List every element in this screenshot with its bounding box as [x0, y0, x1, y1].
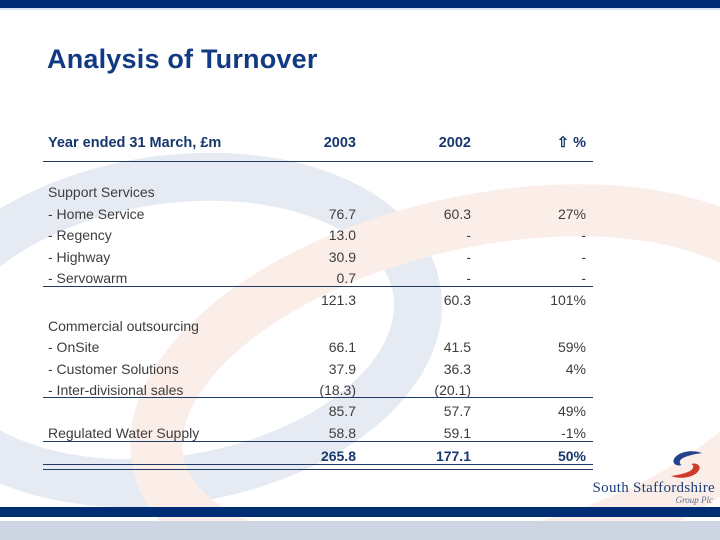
row-label: - Regency: [48, 227, 112, 243]
value-2003: 85.7: [328, 403, 356, 419]
value-2002: -: [466, 270, 471, 286]
table-row: Commercial outsourcing: [43, 316, 593, 336]
value-2003: 76.7: [328, 205, 356, 222]
turnover-table: Year ended 31 March, £m 2003 2002 ⇧ % Su…: [43, 0, 593, 540]
header-rule: [43, 161, 593, 162]
value-pct: -: [581, 270, 586, 286]
header-change-pct: ⇧ %: [556, 135, 586, 151]
value-pct: -1%: [561, 424, 586, 441]
table-row: - Servowarm 0.7 - -: [43, 268, 593, 288]
value-2002: (20.1): [434, 382, 471, 398]
value-pct: 4%: [565, 360, 586, 377]
bottom-footer-strip: [0, 521, 720, 540]
table-row: - Regency 13.0 - -: [43, 225, 593, 245]
value-2003: (18.3): [319, 382, 356, 398]
value-2003: 13.0: [328, 227, 356, 243]
value-pct: 101%: [550, 292, 586, 308]
table-header-row: Year ended 31 March, £m 2003 2002 ⇧ %: [43, 133, 593, 153]
row-label: - Highway: [48, 248, 111, 265]
total-rule: [43, 440, 593, 442]
slide-title: Analysis of Turnover: [47, 44, 318, 74]
table-row: - OnSite 66.1 41.5 59%: [43, 337, 593, 357]
grand-total-double-rule: [43, 463, 593, 470]
subtotal-rule: [43, 285, 593, 287]
value-2003: 37.9: [328, 360, 356, 377]
company-logo: South Staffordshire Group Plc: [575, 450, 717, 506]
subtotal-row: 121.3 60.3 101%: [43, 290, 593, 310]
header-2003: 2003: [323, 135, 356, 151]
logo-company-name: South Staffordshire: [592, 480, 715, 496]
value-pct: 27%: [557, 205, 586, 222]
value-2002: 57.7: [443, 403, 471, 419]
row-label: - Inter-divisional sales: [48, 382, 184, 398]
value-2002: 177.1: [435, 447, 471, 464]
value-2002: -: [466, 248, 471, 265]
value-2003: 265.8: [320, 447, 356, 464]
table-row: - Highway 30.9 - -: [43, 247, 593, 267]
header-year-label: Year ended 31 March, £m: [48, 135, 222, 151]
value-pct: 59%: [557, 339, 586, 355]
value-2002: 59.1: [443, 424, 471, 441]
value-2003: 58.8: [328, 424, 356, 441]
table-row: - Inter-divisional sales (18.3) (20.1): [43, 380, 593, 400]
value-2002: 60.3: [443, 292, 471, 308]
logo-swirl-icon: [671, 451, 702, 478]
header-2002: 2002: [438, 135, 471, 151]
value-2003: 121.3: [320, 292, 356, 308]
row-label: - Customer Solutions: [48, 360, 179, 377]
bottom-accent-bar: [0, 507, 720, 517]
value-pct: 50%: [557, 447, 586, 464]
subtotal-row: 85.7 57.7 49%: [43, 401, 593, 421]
table-row: - Customer Solutions 37.9 36.3 4%: [43, 359, 593, 379]
row-label: - Servowarm: [48, 270, 128, 286]
total-row: 265.8 177.1 50%: [43, 446, 593, 466]
value-2002: 41.5: [443, 339, 471, 355]
row-label: Regulated Water Supply: [48, 424, 200, 441]
value-pct: -: [581, 227, 586, 243]
row-label: - OnSite: [48, 339, 100, 355]
value-2002: 60.3: [443, 205, 471, 222]
value-2003: 66.1: [328, 339, 356, 355]
row-label: Support Services: [48, 184, 155, 200]
value-2003: 0.7: [336, 270, 356, 286]
table-row: Regulated Water Supply 58.8 59.1 -1%: [43, 423, 593, 443]
value-2002: 36.3: [443, 360, 471, 377]
subtotal-rule: [43, 396, 593, 398]
top-accent-bar: [0, 0, 720, 10]
value-pct: -: [581, 248, 586, 265]
value-2003: 30.9: [328, 248, 356, 265]
value-pct: 49%: [557, 403, 586, 419]
row-label: Commercial outsourcing: [48, 317, 199, 334]
value-2002: -: [466, 227, 471, 243]
row-label: - Home Service: [48, 205, 145, 222]
table-row: - Home Service 76.7 60.3 27%: [43, 204, 593, 224]
table-row: Support Services: [43, 182, 593, 202]
logo-subtitle: Group Plc: [675, 495, 713, 505]
